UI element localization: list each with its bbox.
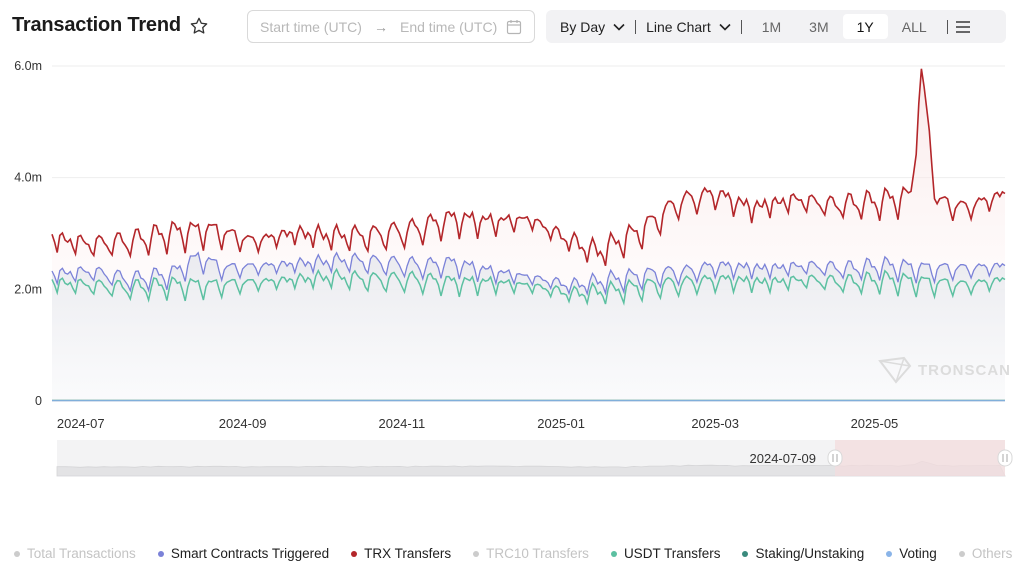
range-arrow-icon: → xyxy=(374,18,388,35)
x-tick-label: 2025-01 xyxy=(537,416,585,431)
legend-label: Smart Contracts Triggered xyxy=(170,546,330,561)
legend-item-trc10-transfers[interactable]: TRC10 Transfers xyxy=(473,546,589,561)
date-range-picker[interactable]: Start time (UTC) → End time (UTC) xyxy=(247,10,535,43)
toolbar-divider xyxy=(740,19,742,34)
legend-label: Staking/Unstaking xyxy=(755,546,865,561)
y-tick-label: 4.0m xyxy=(14,171,42,185)
line-chart: 0 2.0m 4.0m 6.0m 2024-07 2024-09 2024-11 2025-0… xyxy=(14,59,1013,477)
y-tick-label: 6.0m xyxy=(14,59,42,73)
legend-item-voting[interactable]: Voting xyxy=(886,546,937,561)
legend-dot-icon xyxy=(351,550,358,557)
end-time-input[interactable]: End time (UTC) xyxy=(400,18,498,35)
granularity-value: By Day xyxy=(560,18,606,35)
tronscan-logo-icon xyxy=(878,356,912,384)
navigator-left-handle[interactable] xyxy=(827,449,843,467)
legend-dot-icon xyxy=(742,550,749,557)
trx-transfers-line xyxy=(51,68,1006,267)
axis-layer: 0 2.0m 4.0m 6.0m 2024-07 2024-09 2024-11 2025-0… xyxy=(14,59,898,431)
toolbar-divider xyxy=(635,19,637,34)
legend-item-usdt-transfers[interactable]: USDT Transfers xyxy=(610,546,721,561)
range-1m-button[interactable]: 1M xyxy=(761,18,782,35)
legend-dot-icon xyxy=(958,550,965,557)
legend-dot-icon xyxy=(157,550,164,557)
legend-dot-icon xyxy=(14,550,20,557)
chart-type-select[interactable]: Line Chart xyxy=(636,14,741,39)
range-all-button[interactable]: ALL xyxy=(901,18,927,35)
star-outline-icon[interactable] xyxy=(189,16,209,36)
x-tick-label: 2024-09 xyxy=(219,416,267,431)
legend-label: Total Transactions xyxy=(27,546,136,561)
legend-label: Voting xyxy=(899,546,937,561)
navigator-selected-window[interactable] xyxy=(835,440,1005,476)
legend-dot-icon xyxy=(610,550,617,557)
x-tick-label: 2024-11 xyxy=(378,416,425,431)
series-layer xyxy=(51,68,1006,402)
usdt-transfers-line xyxy=(51,267,1006,306)
legend-label: TRC10 Transfers xyxy=(486,546,589,561)
legend-item-staking-unstaking[interactable]: Staking/Unstaking xyxy=(742,546,864,561)
area-layer xyxy=(52,68,1005,402)
legend-label: Others xyxy=(971,546,1013,561)
smart-contracts-area xyxy=(52,252,1005,401)
navigator-handle-date: 2024-07-09 xyxy=(750,451,817,466)
legend-label: USDT Transfers xyxy=(623,546,721,561)
start-time-input[interactable]: Start time (UTC) xyxy=(260,18,362,35)
toolbar-divider xyxy=(946,19,948,34)
y-tick-label: 0 xyxy=(35,394,42,408)
calendar-icon[interactable] xyxy=(506,19,522,35)
range-navigator[interactable]: 2024-07-09 xyxy=(56,440,1013,477)
legend-item-others[interactable]: Others xyxy=(958,546,1013,561)
legend-label: TRX Transfers xyxy=(364,546,452,561)
y-tick-label: 2.0m xyxy=(14,282,42,296)
x-tick-label: 2024-07 xyxy=(57,416,105,431)
range-3m-button[interactable]: 3M xyxy=(809,18,829,35)
chart-legend: Total Transactions Smart Contracts Trigge… xyxy=(14,546,1024,561)
legend-item-total-transactions[interactable]: Total Transactions xyxy=(14,546,136,561)
chart-header: Transaction Trend xyxy=(12,14,209,37)
legend-dot-icon xyxy=(473,550,480,557)
x-tick-label: 2025-05 xyxy=(851,416,899,431)
watermark-text: TRONSCAN xyxy=(918,362,1011,379)
legend-item-trx-transfers[interactable]: TRX Transfers xyxy=(351,546,451,561)
granularity-select[interactable]: By Day xyxy=(550,14,635,39)
chevron-down-icon xyxy=(613,23,625,31)
chart-type-value: Line Chart xyxy=(646,18,711,35)
chevron-down-icon xyxy=(719,23,731,31)
watermark: TRONSCAN xyxy=(878,356,1011,384)
chart-title: Transaction Trend xyxy=(12,14,181,36)
navigator-right-handle[interactable] xyxy=(997,449,1013,467)
hamburger-menu-icon[interactable] xyxy=(948,14,978,39)
legend-dot-icon xyxy=(886,550,893,557)
chart-toolbar: By Day Line Chart 1M 3M 1Y ALL xyxy=(546,10,1006,43)
x-tick-label: 2025-03 xyxy=(691,416,739,431)
legend-item-smart-contracts-triggered[interactable]: Smart Contracts Triggered xyxy=(157,546,330,561)
smart-contracts-line xyxy=(51,251,1006,296)
range-1y-button[interactable]: 1Y xyxy=(842,14,888,39)
